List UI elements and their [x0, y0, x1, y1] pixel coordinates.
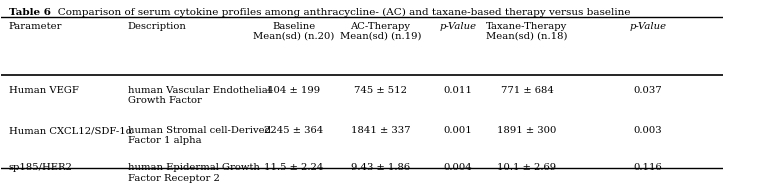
Text: Human VEGF: Human VEGF — [8, 86, 79, 95]
Text: Human CXCL12/SDF-1α: Human CXCL12/SDF-1α — [8, 126, 132, 135]
Text: 771 ± 684: 771 ± 684 — [500, 86, 553, 95]
Text: 1841 ± 337: 1841 ± 337 — [351, 126, 410, 135]
Text: p-Value: p-Value — [439, 22, 476, 31]
Text: Description: Description — [128, 22, 186, 31]
Text: 404 ± 199: 404 ± 199 — [268, 86, 321, 95]
Text: human Stromal cell-Derived
Factor 1 alpha: human Stromal cell-Derived Factor 1 alph… — [128, 126, 271, 145]
Text: 2245 ± 364: 2245 ± 364 — [265, 126, 324, 135]
Text: Parameter: Parameter — [8, 22, 62, 31]
Text: 0.001: 0.001 — [443, 126, 472, 135]
Text: 0.004: 0.004 — [443, 163, 472, 172]
Text: 0.003: 0.003 — [633, 126, 662, 135]
Text: 11.5 ± 2.24: 11.5 ± 2.24 — [264, 163, 324, 172]
Text: human Epidermal Growth
Factor Receptor 2: human Epidermal Growth Factor Receptor 2 — [128, 163, 259, 183]
Text: 745 ± 512: 745 ± 512 — [354, 86, 407, 95]
Text: 0.037: 0.037 — [633, 86, 662, 95]
Text: 1891 ± 300: 1891 ± 300 — [497, 126, 556, 135]
Text: 0.011: 0.011 — [443, 86, 472, 95]
Text: AC-Therapy
Mean(sd) (n.19): AC-Therapy Mean(sd) (n.19) — [340, 22, 421, 41]
Text: 9.43 ± 1.86: 9.43 ± 1.86 — [351, 163, 410, 172]
Text: Table 6: Table 6 — [8, 8, 51, 17]
Text: p-Value: p-Value — [629, 22, 666, 31]
Text: Comparison of serum cytokine profiles among anthracycline- (AC) and taxane-based: Comparison of serum cytokine profiles am… — [49, 8, 631, 17]
Text: sp185/HER2: sp185/HER2 — [8, 163, 73, 172]
Text: 0.116: 0.116 — [633, 163, 662, 172]
Text: 10.1 ± 2.69: 10.1 ± 2.69 — [497, 163, 556, 172]
Text: human Vascular Endothelial
Growth Factor: human Vascular Endothelial Growth Factor — [128, 86, 271, 105]
Text: Taxane-Therapy
Mean(sd) (n.18): Taxane-Therapy Mean(sd) (n.18) — [486, 22, 568, 41]
Text: Baseline
Mean(sd) (n.20): Baseline Mean(sd) (n.20) — [253, 22, 334, 41]
